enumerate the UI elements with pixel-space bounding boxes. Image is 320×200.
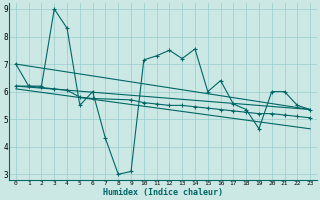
X-axis label: Humidex (Indice chaleur): Humidex (Indice chaleur) xyxy=(103,188,223,197)
